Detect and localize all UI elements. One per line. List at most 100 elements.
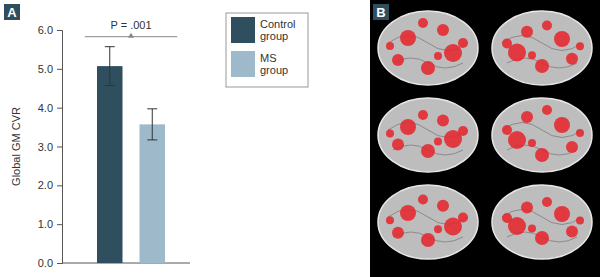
y-tick-mark <box>57 30 62 31</box>
activation-blob <box>437 200 449 212</box>
brain-render <box>492 98 592 172</box>
image-background <box>370 0 600 277</box>
activation-blob <box>508 131 526 149</box>
brain-render <box>492 185 592 259</box>
bar <box>140 124 166 263</box>
activation-blob <box>554 206 570 222</box>
activation-blob <box>458 213 468 223</box>
activation-blob <box>542 197 552 207</box>
legend-label: Control group <box>260 18 299 42</box>
y-tick-label: 4.0 <box>38 102 53 114</box>
y-tick: 4.0 <box>38 102 62 114</box>
activation-blob <box>386 129 394 137</box>
legend: Control group MS group <box>226 13 308 87</box>
panel-label-a: A <box>4 4 20 20</box>
activation-blob <box>392 54 404 66</box>
figure: A0.01.02.03.04.05.06.0P = .001Global GM … <box>0 0 600 277</box>
panel-label: A <box>7 5 17 20</box>
brain <box>492 185 592 259</box>
y-tick-label: 5.0 <box>38 63 53 75</box>
activation-blob <box>502 213 512 223</box>
activation-blob <box>528 51 536 59</box>
brain-render <box>378 98 478 172</box>
activation-blob <box>554 31 570 47</box>
brain <box>378 11 478 85</box>
brain <box>378 185 478 259</box>
activation-blob <box>576 216 584 224</box>
brain-render <box>492 11 592 85</box>
annotation: P = .001 <box>110 19 151 31</box>
error-bar <box>105 47 115 86</box>
legend-label: MS group <box>260 52 288 76</box>
legend-swatch <box>231 17 255 43</box>
activation-blob <box>418 195 428 205</box>
activation-blob <box>566 53 578 65</box>
activation-blob <box>521 111 533 123</box>
y-tick: 3.0 <box>38 141 62 153</box>
x-axis-line <box>62 263 190 264</box>
activation-blob <box>434 137 442 145</box>
activation-blob <box>535 231 549 245</box>
activation-blob <box>437 24 449 36</box>
activation-blob <box>434 52 442 60</box>
activation-blob <box>528 224 536 232</box>
legend-swatch <box>231 51 255 77</box>
brain <box>492 98 592 172</box>
brain-render <box>378 185 478 259</box>
activation-blob <box>392 227 404 239</box>
bars <box>97 47 165 263</box>
x-axis <box>62 263 190 264</box>
y-tick-label: 3.0 <box>38 141 53 153</box>
annotation-arrow <box>128 33 134 38</box>
activation-blob <box>576 129 584 137</box>
activation-blob <box>535 59 549 73</box>
y-tick-mark <box>57 224 62 225</box>
activation-blob <box>418 110 428 120</box>
panel-label: B <box>376 5 385 20</box>
y-tick: 2.0 <box>38 179 62 191</box>
activation-blob <box>528 139 536 147</box>
y-tick-mark <box>57 147 62 148</box>
activation-blob <box>392 139 404 151</box>
activation-blob <box>400 205 416 221</box>
activation-blob <box>458 38 468 48</box>
y-tick-mark <box>57 69 62 70</box>
y-tick: 0.0 <box>38 257 62 269</box>
legend-frame <box>226 13 308 87</box>
activation-blob <box>542 105 552 115</box>
y-tick-mark <box>57 108 62 109</box>
activation-blob <box>554 117 570 133</box>
brain <box>378 98 478 172</box>
activation-blob <box>400 30 416 46</box>
activation-blob <box>502 39 512 49</box>
panel-label-box <box>4 4 20 20</box>
activation-blob <box>418 18 428 28</box>
bar <box>97 66 123 263</box>
y-tick-label: 1.0 <box>38 218 53 230</box>
y-tick-label: 6.0 <box>38 24 53 36</box>
activation-blob <box>542 21 552 31</box>
activation-blob <box>434 225 442 233</box>
y-tick: 5.0 <box>38 63 62 75</box>
activation-blob <box>566 226 578 238</box>
activation-blob <box>386 42 394 50</box>
image-panel: B <box>370 0 600 277</box>
y-tick-mark <box>57 263 62 264</box>
y-tick: 1.0 <box>38 218 62 230</box>
activation-blob <box>421 144 435 158</box>
y-tick: 6.0 <box>38 24 62 36</box>
activation-blob <box>502 125 512 135</box>
y-axis-line <box>57 31 63 264</box>
y-tick-label: 0.0 <box>38 257 53 269</box>
activation-blob <box>458 126 468 136</box>
activation-blob <box>535 148 549 162</box>
activation-blob <box>421 233 435 247</box>
activation-blob <box>421 61 435 75</box>
activation-blob <box>521 202 533 214</box>
activation-blob <box>400 119 416 135</box>
panel-label-box <box>373 4 389 20</box>
activation-blob <box>437 115 449 127</box>
activation-blob <box>444 44 462 62</box>
activation-blob <box>566 141 578 153</box>
brain-render <box>378 11 478 85</box>
